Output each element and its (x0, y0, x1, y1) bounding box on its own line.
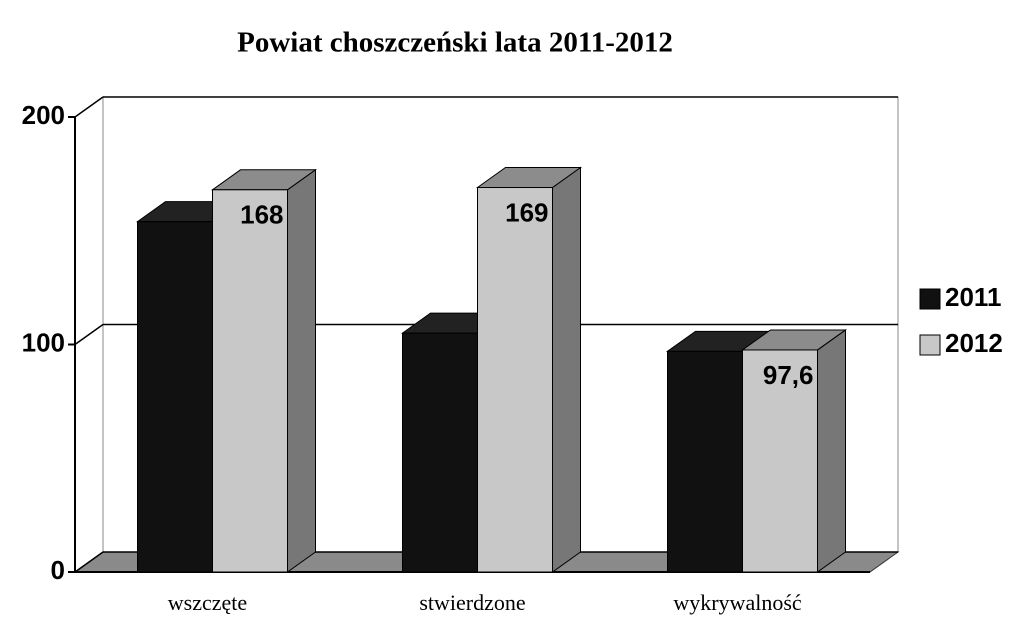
legend-swatch (919, 288, 941, 310)
bar (402, 332, 478, 573)
bar (212, 189, 288, 573)
legend-label: 2012 (945, 328, 1003, 358)
bar (667, 350, 743, 573)
bar-side (817, 328, 846, 573)
x-tick-label: stwierdzone (419, 590, 525, 615)
data-label: 168 (240, 200, 283, 230)
bar (137, 221, 213, 573)
y-tick-label: 200 (22, 100, 65, 130)
grid-line-side (74, 96, 104, 118)
legend-label: 2011 (945, 282, 1001, 312)
bar (742, 349, 818, 573)
bar (477, 187, 553, 573)
bar-side (552, 166, 581, 573)
grid-line-side (74, 323, 104, 346)
y-tick-label: 0 (51, 555, 65, 585)
grid-line-side (74, 551, 104, 573)
data-label: 169 (505, 197, 548, 227)
x-tick-label: wszczęte (168, 590, 247, 615)
x-tick-label: wykrywalność (673, 590, 802, 615)
y-tick-label: 100 (22, 327, 65, 357)
bar-side (287, 168, 316, 573)
chart-title: Powiat choszczeński lata 2011-2012 (237, 27, 673, 59)
data-label: 97,6 (763, 360, 814, 390)
legend-swatch (919, 334, 941, 356)
